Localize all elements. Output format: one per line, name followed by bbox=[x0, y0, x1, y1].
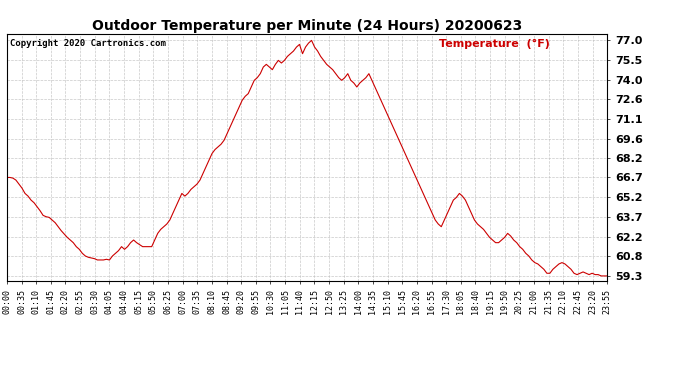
Text: Copyright 2020 Cartronics.com: Copyright 2020 Cartronics.com bbox=[10, 39, 166, 48]
Title: Outdoor Temperature per Minute (24 Hours) 20200623: Outdoor Temperature per Minute (24 Hours… bbox=[92, 19, 522, 33]
Text: Temperature  (°F): Temperature (°F) bbox=[439, 39, 550, 49]
